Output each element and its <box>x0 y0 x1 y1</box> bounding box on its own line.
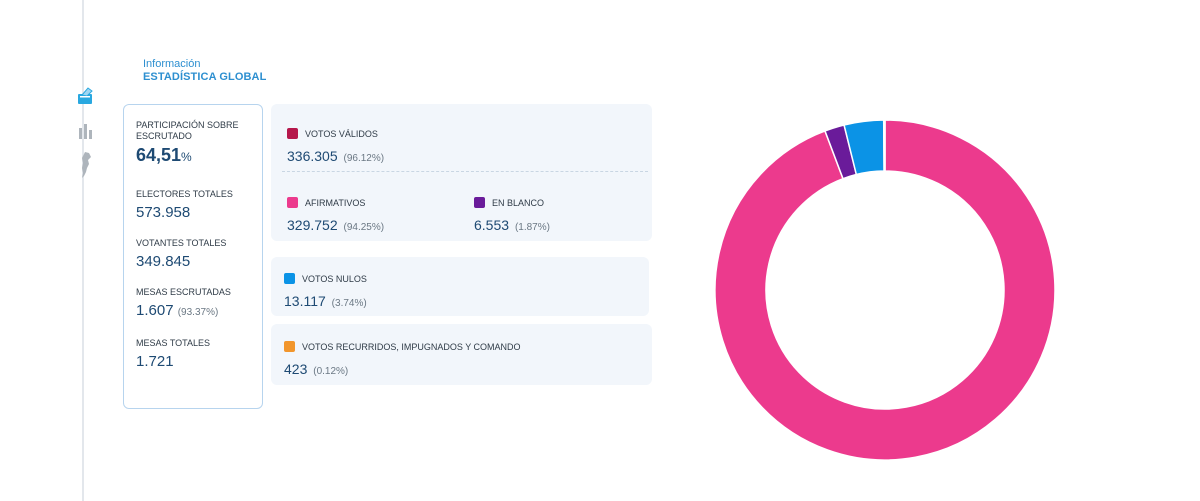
votos-validos-panel <box>271 104 652 241</box>
legend-swatch <box>287 197 298 208</box>
panel-divider <box>282 171 648 172</box>
donut-chart <box>714 119 1056 461</box>
vote-value: 6.553 (1.87%) <box>474 217 550 233</box>
vote-en-blanco: EN BLANCO 6.553 (1.87%) <box>474 197 550 233</box>
stat-votantes: VOTANTES TOTALES 349.845 <box>136 238 250 272</box>
legend-swatch <box>287 128 298 139</box>
donut-slice-votos-recurridos-impugnados-y-comando[interactable] <box>882 119 886 172</box>
stat-label: ELECTORES TOTALES <box>136 189 233 199</box>
vote-label: VOTOS RECURRIDOS, IMPUGNADOS Y COMANDO <box>302 341 521 352</box>
header-subtitle: Información <box>143 58 201 70</box>
stat-participacion: PARTICIPACIÓN SOBRE ESCRUTADO 64,51% <box>136 120 250 167</box>
donut-slice-afirmativos[interactable] <box>714 119 1056 461</box>
vote-validos: VOTOS VÁLIDOS 336.305 (96.12%) <box>287 128 384 164</box>
country-map-icon[interactable] <box>76 151 96 179</box>
stat-value: 573.958 <box>136 204 191 221</box>
stat-value: 1.607 (93.37%) <box>136 302 219 319</box>
vote-afirmativos: AFIRMATIVOS 329.752 (94.25%) <box>287 197 384 233</box>
stat-value: 349.845 <box>136 253 191 270</box>
vote-nulos: VOTOS NULOS 13.117 (3.74%) <box>284 273 367 309</box>
legend-swatch <box>284 273 295 284</box>
stat-label: MESAS ESCRUTADAS <box>136 287 231 297</box>
stat-value: 64,51% <box>136 145 192 165</box>
page-title: ESTADÍSTICA GLOBAL <box>143 71 267 83</box>
stat-label: MESAS TOTALES <box>136 338 211 348</box>
stat-mesas-totales: MESAS TOTALES 1.721 <box>136 338 250 372</box>
stat-label: PARTICIPACIÓN SOBRE ESCRUTADO <box>136 120 239 141</box>
legend-swatch <box>474 197 485 208</box>
vote-label: VOTOS NULOS <box>302 273 367 284</box>
stat-electores: ELECTORES TOTALES 573.958 <box>136 189 250 223</box>
legend-swatch <box>284 341 295 352</box>
vote-value: 336.305 (96.12%) <box>287 148 385 164</box>
stat-value: 1.721 <box>136 353 174 370</box>
stat-label: VOTANTES TOTALES <box>136 238 227 248</box>
vote-recurridos: VOTOS RECURRIDOS, IMPUGNADOS Y COMANDO 4… <box>284 341 521 377</box>
vote-value: 13.117 (3.74%) <box>284 293 367 309</box>
vote-value: 329.752 (94.25%) <box>287 217 385 233</box>
ballot-box-icon[interactable] <box>76 84 96 108</box>
sidebar-rail <box>82 0 84 501</box>
bar-chart-icon[interactable] <box>76 119 96 143</box>
stat-mesas-escrutadas: MESAS ESCRUTADAS 1.607 (93.37%) <box>136 287 250 323</box>
global-stats-card: PARTICIPACIÓN SOBRE ESCRUTADO 64,51% ELE… <box>123 104 263 409</box>
page-header: Información ESTADÍSTICA GLOBAL <box>143 58 266 84</box>
vote-label: EN BLANCO <box>492 197 545 208</box>
votos-recurridos-panel <box>271 324 652 385</box>
votos-nulos-panel <box>271 257 649 316</box>
vote-label: AFIRMATIVOS <box>305 197 366 208</box>
vote-value: 423 (0.12%) <box>284 361 349 377</box>
vote-label: VOTOS VÁLIDOS <box>305 128 378 139</box>
